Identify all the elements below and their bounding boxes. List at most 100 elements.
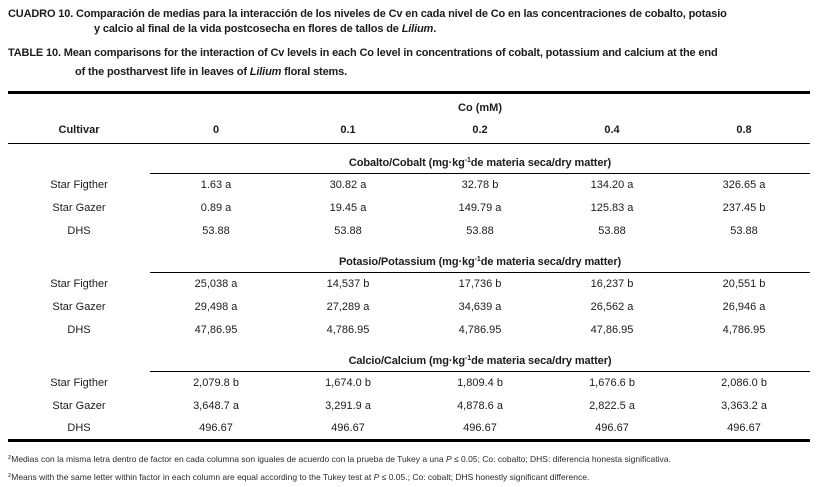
unit-superscript: -1 [465,355,472,362]
value-cell: 2,822.5 a [589,400,635,412]
section-header-row-cobalt: Cobalto/Cobalt (mg·kg-1de materia seca/d… [8,143,811,174]
title-english: TABLE 10. Mean comparisons for the inter… [8,46,810,79]
value-cell: 34,639 a [458,301,502,313]
value-cell: 134.20 a [590,179,634,192]
table-row-dhs: DHS 47,86.95 4,786.95 4,786.95 47,86.95 … [8,319,810,342]
value-cell: 20,551 b [722,278,766,291]
title-spanish-line1: CUADRO 10. Comparación de medias para la… [8,8,727,20]
title-spanish: CUADRO 10. Comparación de medias para la… [8,7,810,36]
value-cell: 16,237 b [590,278,634,291]
table-row: Star Gazer 0.89 a 19.45 a 149.79 a 125.8… [8,197,810,220]
title-english-species-italic: Lilium [249,65,282,78]
co-group-header-row: Co (mM) [8,93,810,118]
empty-cell [8,93,150,118]
title-english-line1: TABLE 10. Mean comparisons for the inter… [8,47,718,59]
footnote-english-text: Means with the same letter within factor… [11,472,374,482]
value-cell: 53.88 [334,225,362,237]
section-title-text: Potasio/Potassium (mg·kg [338,256,475,268]
value-cell: 1,674.0 b [325,377,371,390]
value-cell: 496.67 [331,422,365,435]
section-title-cobalt: Cobalto/Cobalt (mg·kg-1de materia seca/d… [150,143,811,174]
value-cell: 149.79 a [458,202,502,214]
value-cell: 4,786.95 [722,324,766,336]
value-cell: 496.67 [199,422,233,435]
table-row: Star Gazer 29,498 a 27,289 a 34,639 a 26… [8,296,810,319]
section-title-potassium: Potasio/Potassium (mg·kg-1de materia sec… [150,242,811,273]
title-english-line2-text: of the postharvest life in leaves of [75,65,250,78]
value-cell: 53.88 [466,225,494,237]
value-cell: 26,946 a [722,301,766,313]
section-title-text: Calcio/Calcium (mg·kg [348,355,466,367]
title-spanish-line2-text: y calcio al final de la vida postcosecha… [94,22,402,35]
footnote-p-italic: P [373,472,380,482]
value-cell: 4,786.95 [326,324,370,336]
empty-cell [8,243,150,273]
unit-superscript: -1 [464,157,471,164]
title-english-line2-end: floral stems. [281,65,348,78]
title-english-line2: of the postharvest life in leaves of Lil… [8,65,810,80]
value-cell: 1,676.6 b [589,377,635,390]
value-cell: 25,038 a [194,278,238,291]
title-spanish-species-italic: Lilium [401,22,434,35]
value-cell: 1.63 a [200,179,232,192]
value-cell: 4,878.6 a [457,400,503,412]
value-cell: 3,363.2 a [721,400,767,412]
value-cell: 1,809.4 b [457,377,503,390]
footnote-superscript: z [8,472,12,479]
value-cell: 32.78 b [461,179,499,192]
value-cell: 496.67 [463,422,497,435]
column-header: 0.1 [282,117,414,144]
table-row: Star Figther 1.63 a 30.82 a 32.78 b 134.… [8,174,810,197]
dhs-label-cell: DHS [67,422,91,435]
dhs-label-cell: DHS [67,225,91,237]
value-cell: 3,648.7 a [193,400,239,412]
empty-cell [8,144,150,174]
value-cell: 27,289 a [326,301,370,313]
value-cell: 237.45 b [722,202,766,214]
column-header: 0.2 [414,117,546,144]
value-cell: 19.45 a [329,202,367,214]
value-cell: 53.88 [730,225,758,237]
cultivar-cell: Star Gazer [52,202,106,214]
value-cell: 2,079.8 b [193,377,239,390]
footnote-p-italic: P [445,454,452,464]
section-header-row-calcium: Calcio/Calcium (mg·kg-1de materia seca/d… [8,341,811,372]
cultivar-cell: Star Figther [50,278,108,290]
table-row: Star Gazer 3,648.7 a 3,291.9 a 4,878.6 a… [8,395,810,418]
table-row-dhs: DHS 496.67 496.67 496.67 496.67 496.67 [8,418,810,441]
value-cell: 17,736 b [458,278,502,291]
column-header: 0.8 [678,117,811,144]
section-title-text: de materia seca/dry matter) [471,355,612,367]
empty-cell [8,342,150,372]
section-title-text: de materia seca/dry matter) [470,157,612,169]
value-cell: 0.89 a [200,202,232,214]
value-cell: 47,86.95 [590,324,634,336]
value-cell: 326.65 a [722,179,766,192]
cultivar-cell: Star Figther [50,377,108,389]
value-cell: 3,291.9 a [325,400,371,412]
co-group-header: Co (mM) [458,102,502,115]
section-header-row-potassium: Potasio/Potassium (mg·kg-1de materia sec… [8,242,811,273]
cultivar-column-header: Cultivar [8,117,150,144]
value-cell: 53.88 [202,225,230,237]
footnote-spanish: zMedias con la misma letra dentro de fac… [8,451,810,469]
column-header-row: Cultivar 0 0.1 0.2 0.4 0.8 [8,117,811,144]
footnote-english-end: ≤ 0.05.; Co: cobalt; DHS honestly signif… [379,472,590,482]
cultivar-cell: Star Gazer [52,301,106,313]
table-row: Star Figther 2,079.8 b 1,674.0 b 1,809.4… [8,372,810,395]
value-cell: 29,498 a [194,301,238,313]
section-title-calcium: Calcio/Calcium (mg·kg-1de materia seca/d… [150,341,811,372]
table-row-dhs: DHS 53.88 53.88 53.88 53.88 53.88 [8,220,810,243]
cultivar-cell: Star Figther [50,179,108,191]
title-spanish-line2-end: . [433,22,437,35]
value-cell: 53.88 [598,225,626,237]
value-cell: 47,86.95 [194,324,238,336]
footnote-spanish-end: ≤ 0.05; Co: cobalto; DHS: diferencia hon… [451,454,671,464]
value-cell: 30.82 a [329,179,367,192]
column-header: 0 [150,117,282,144]
value-cell: 26,562 a [590,301,634,313]
value-cell: 496.67 [727,422,761,435]
value-cell: 125.83 a [590,202,634,214]
table-row: Star Figther 25,038 a 14,537 b 17,736 b … [8,273,810,296]
